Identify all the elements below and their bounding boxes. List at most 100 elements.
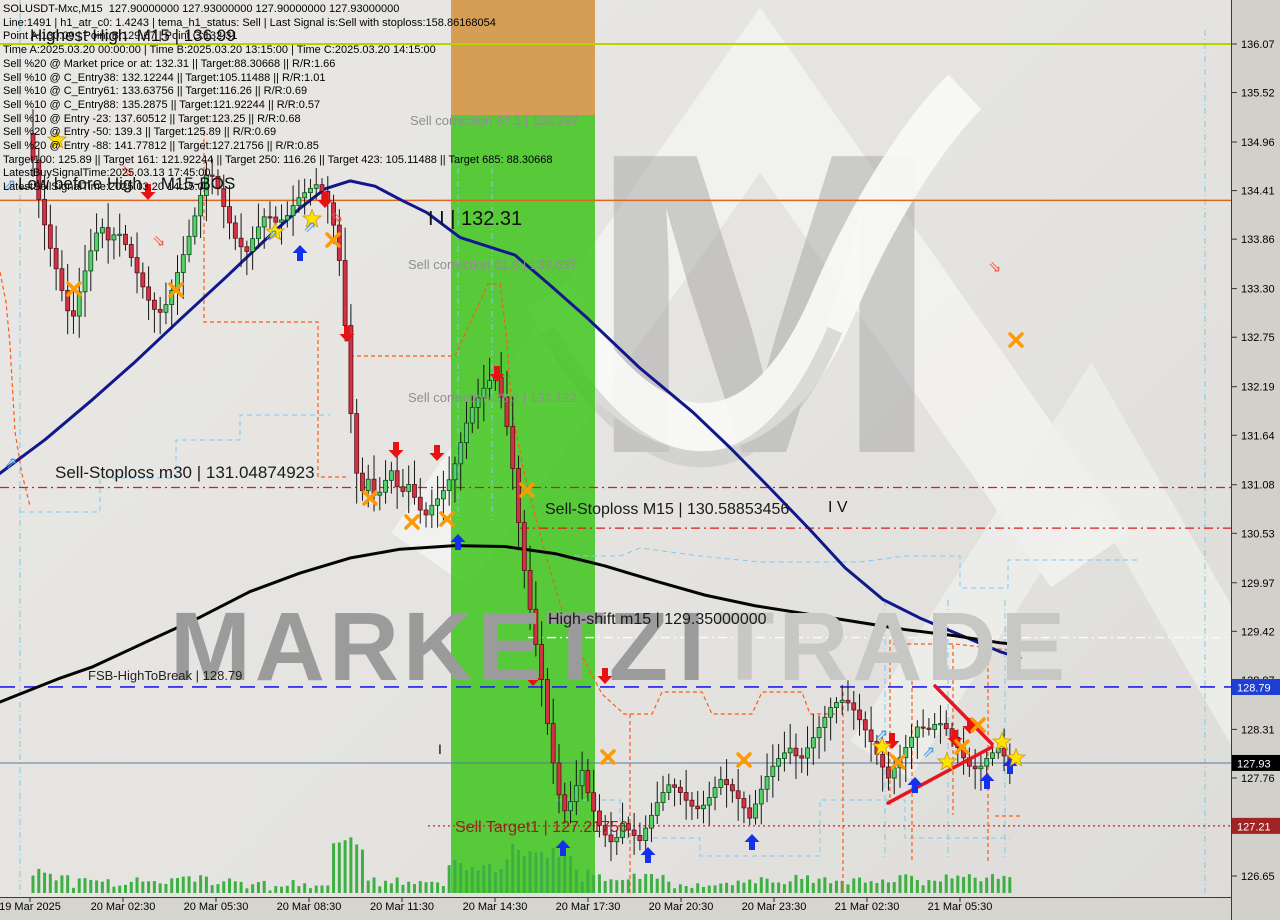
volume-bar: [239, 881, 243, 893]
candle: [810, 737, 816, 749]
volume-bar: [892, 882, 896, 893]
candle: [1001, 747, 1007, 757]
price-tick-label: 128.31: [1241, 724, 1275, 736]
volume-bar: [621, 879, 625, 893]
up-right-arrow-icon: ⇗: [3, 177, 16, 194]
volume-bar: [649, 873, 653, 893]
down-right-arrow-icon: ⇘: [988, 259, 1001, 276]
volume-bar: [95, 880, 99, 893]
candle: [279, 219, 284, 223]
candle: [521, 522, 527, 571]
volume-bar: [320, 885, 324, 893]
price-tick-label: 133.30: [1241, 284, 1275, 296]
volume-bar: [626, 879, 630, 893]
volume-bar: [725, 882, 729, 893]
candle: [128, 244, 134, 258]
buy-arrow-icon: [450, 534, 466, 550]
candle: [943, 723, 949, 730]
breakout-wedge-line: [933, 684, 994, 746]
candle: [192, 215, 198, 237]
price-tick-label: 127.76: [1241, 773, 1275, 785]
candle: [978, 765, 984, 770]
candle: [770, 765, 776, 777]
candle: [400, 486, 406, 492]
bid-price-box: [1232, 754, 1280, 771]
volume-bar: [754, 883, 757, 893]
band-envelope-line: [556, 799, 1010, 857]
fsb-price-box: [1232, 678, 1280, 695]
candle: [729, 784, 735, 792]
bid-price-box-label: 127.93: [1237, 758, 1271, 770]
candle: [845, 699, 851, 704]
candle: [857, 709, 862, 721]
volume-bar: [800, 878, 804, 893]
volume-bar: [829, 883, 833, 893]
volume-bar: [736, 880, 740, 893]
volume-bar: [973, 877, 977, 893]
volume-bar: [528, 851, 532, 893]
star-signal-icon: [264, 221, 286, 241]
exit-x-icon: [954, 739, 970, 755]
volume-bar: [135, 877, 139, 893]
volume-bar: [852, 878, 856, 893]
candle: [383, 479, 388, 493]
candle: [533, 608, 539, 645]
buy-arrow-icon: [640, 847, 656, 863]
volume-bar: [707, 885, 711, 893]
candle: [42, 198, 47, 226]
volume-bar: [476, 870, 480, 893]
candle: [203, 174, 209, 196]
candle: [331, 202, 336, 226]
exit-x-icon: [600, 749, 616, 765]
candle: [487, 380, 493, 389]
candle: [417, 496, 423, 511]
volume-bar: [534, 852, 538, 893]
volume-bar: [349, 837, 353, 893]
candle: [573, 785, 579, 803]
volume-bar: [817, 878, 821, 893]
target1-price-box-label: 127.21: [1237, 821, 1271, 833]
marketzi-trade-watermark: MARKETZITRADE: [170, 598, 1069, 695]
volume-bar: [31, 875, 35, 893]
candle: [972, 765, 978, 770]
candle: [834, 702, 839, 709]
watermark-bar: I: [678, 592, 710, 701]
sell-stoploss-m30-label: Sell-Stoploss m30 | 131.04874923: [55, 463, 315, 482]
volume-bar: [985, 877, 989, 893]
highest-high-label: Highest High M15 | 136.99: [30, 26, 236, 45]
time-axis-label: 20 Mar 14:30: [462, 901, 528, 913]
volume-bar: [858, 877, 862, 893]
exit-x-icon: [439, 511, 455, 527]
candle: [94, 232, 99, 252]
volume-bar: [777, 882, 781, 893]
info-line-13: LatestBuySignalTime:2025.03.13 17:45:00: [3, 167, 211, 180]
volume-bar: [597, 874, 601, 893]
time-axis-label: 21 Mar 05:30: [927, 901, 993, 913]
sell-arrow-icon: [388, 442, 404, 458]
candle: [926, 727, 932, 730]
volume-bar: [441, 885, 445, 893]
volume-bar: [412, 883, 416, 893]
volume-bar: [921, 885, 925, 893]
volume-bar: [765, 878, 769, 893]
volume-bar: [644, 874, 648, 893]
volume-bar: [713, 885, 717, 893]
time-axis[interactable]: [0, 898, 1232, 920]
candle: [822, 716, 828, 728]
candle: [88, 250, 94, 272]
candle: [620, 823, 625, 838]
volume-bar: [811, 882, 815, 893]
candle: [71, 310, 76, 317]
price-tick-label: 134.96: [1241, 137, 1275, 149]
candle: [99, 227, 105, 234]
volume-bar: [701, 886, 705, 893]
candle: [221, 188, 227, 207]
volume-bar: [48, 873, 52, 893]
volume-bar: [788, 881, 792, 893]
signal-band-top: [451, 0, 595, 115]
volume-bar: [459, 863, 463, 893]
buy-arrow-icon: [292, 245, 308, 261]
candle: [313, 184, 319, 189]
candle: [938, 723, 943, 726]
